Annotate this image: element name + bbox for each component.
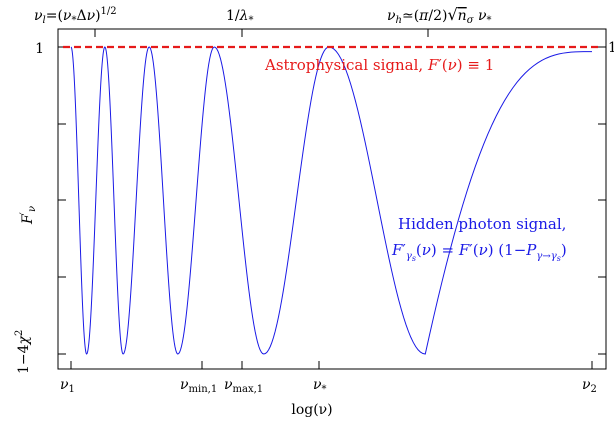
x-ticks (70, 29, 593, 369)
bottom-label-nustar: ν* (313, 377, 327, 395)
hidden-photon-curve (70, 46, 592, 355)
y-ticks (58, 46, 606, 355)
top-label-nu-l: νl=(ν*Δν)1/2 (34, 6, 117, 26)
top-label-nu-h: νh≃(π/2)√nσ ν* (387, 5, 492, 26)
bottom-label-nu1: ν1 (60, 377, 75, 395)
hidden-annotation-title: Hidden photon signal, (398, 215, 566, 233)
bottom-label-numin: νmin,1 (180, 377, 217, 395)
plot-frame (57, 28, 607, 370)
x-axis-title: log(ν) (291, 402, 332, 418)
bottom-label-numax: νmax,1 (224, 377, 263, 395)
astro-annotation: Astrophysical signal, F′(ν) ≡ 1 (264, 56, 494, 74)
y-axis-title: F′ν (19, 206, 38, 225)
bottom-label-nu2: ν2 (582, 377, 597, 395)
y-tick-label-1: 1 (35, 41, 44, 57)
top-label-lambda: 1/λ* (226, 8, 254, 26)
y-tick-label-min: 1−4χ2 (14, 330, 32, 374)
right-tick-label: 1 (608, 40, 614, 56)
hidden-annotation-formula: F′γs(ν) = F′(ν) (1−Pγ→γs) (391, 241, 567, 263)
